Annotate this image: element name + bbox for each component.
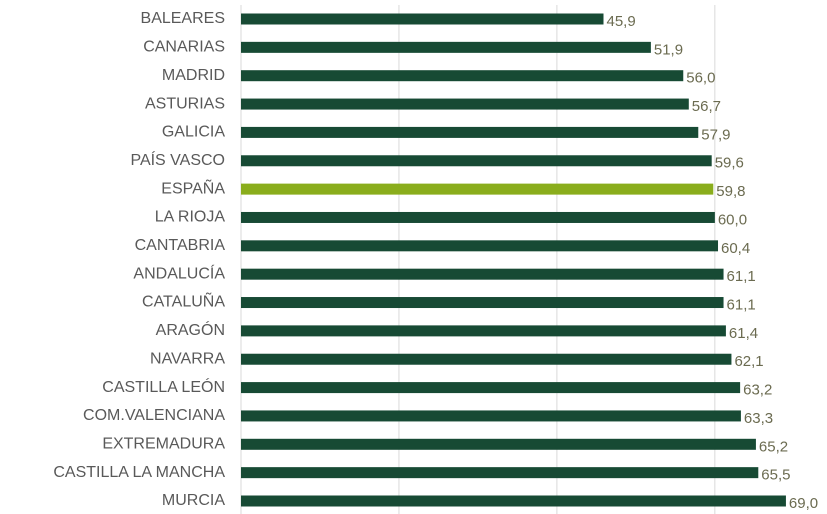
value-label: 51,9: [654, 41, 683, 58]
value-label: 60,0: [718, 211, 747, 228]
bar: [241, 353, 732, 365]
bar: [241, 297, 724, 309]
value-label: 63,2: [743, 382, 772, 399]
value-label: 59,6: [715, 155, 744, 172]
category-label: ANDALUCÍA: [133, 263, 225, 282]
value-label: 59,8: [716, 183, 745, 200]
bar: [241, 325, 726, 337]
category-label: GALICIA: [162, 124, 225, 141]
value-label: 61,1: [727, 268, 756, 285]
bar: [241, 211, 715, 223]
category-label: EXTREMADURA: [102, 436, 225, 453]
value-label: 45,9: [606, 13, 635, 30]
bar: [241, 155, 712, 167]
value-label: 56,7: [692, 98, 721, 115]
bar: [241, 438, 756, 450]
bar: [241, 495, 786, 507]
category-label: CANTABRIA: [135, 237, 226, 254]
bar: [241, 183, 714, 195]
bar: [241, 98, 689, 110]
category-label: CASTILLA LA MANCHA: [53, 464, 225, 481]
bar: [241, 126, 699, 138]
bar: [241, 70, 684, 82]
bar: [241, 41, 651, 53]
category-label: NAVARRA: [150, 350, 225, 367]
value-label: 60,4: [721, 240, 750, 257]
value-label: 69,0: [789, 495, 818, 512]
value-label: 62,1: [734, 353, 763, 370]
bar: [241, 410, 741, 422]
category-label: MURCIA: [162, 492, 225, 509]
value-label: 61,4: [729, 325, 758, 342]
bar: [241, 382, 741, 394]
bar: [241, 268, 724, 280]
value-label: 65,2: [759, 438, 788, 455]
value-label: 61,1: [727, 296, 756, 313]
category-label: ASTURIAS: [145, 95, 225, 112]
category-label: ESPAÑA: [161, 177, 225, 197]
bar: [241, 13, 604, 25]
category-label: COM.VALENCIANA: [83, 407, 225, 424]
category-label: CATALUÑA: [142, 291, 225, 311]
bar: [241, 240, 719, 252]
category-label: LA RIOJA: [155, 209, 226, 226]
value-label: 63,3: [744, 410, 773, 427]
category-label: BALEARES: [141, 10, 225, 27]
value-label: 57,9: [701, 126, 730, 143]
category-label: MADRID: [162, 67, 225, 84]
bar: [241, 467, 759, 479]
value-label: 65,5: [761, 467, 790, 484]
value-label: 56,0: [686, 70, 715, 87]
category-label: CASTILLA LEÓN: [102, 377, 225, 396]
category-label: ARAGÓN: [156, 320, 225, 339]
category-label: PAÍS VASCO: [130, 150, 225, 169]
category-label: CANARIAS: [143, 39, 225, 56]
